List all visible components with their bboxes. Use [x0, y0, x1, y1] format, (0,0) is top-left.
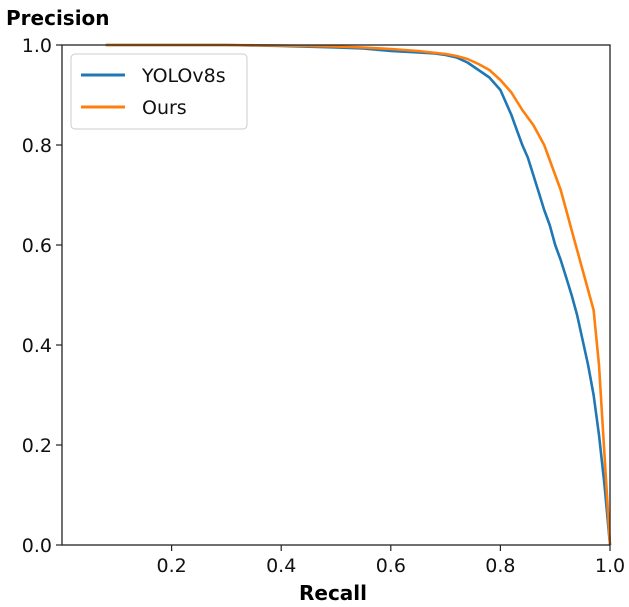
plot-frame: [61, 44, 611, 546]
x-tick-label: 1.0: [595, 555, 625, 577]
x-tick-label: 0.4: [266, 555, 296, 577]
legend-label-ours: Ours: [142, 97, 187, 119]
y-tick-label: 0.4: [22, 335, 52, 357]
legend-box: [70, 53, 248, 130]
series-line-yolov8s: [105, 43, 612, 546]
x-tick-label: 0.8: [485, 555, 515, 577]
y-axis-title: Precision: [6, 6, 110, 30]
x-axis-ticks: 0.2 0.4 0.6 0.8 1.0: [156, 545, 625, 577]
series-line-ours: [105, 43, 612, 546]
y-tick-label: 1.0: [22, 35, 52, 57]
x-axis-title: Recall: [299, 581, 367, 605]
series-layer: [105, 43, 612, 546]
legend: YOLOv8s Ours: [70, 53, 248, 130]
y-tick-label: 0.6: [22, 235, 52, 257]
y-axis-ticks: 0.0 0.2 0.4 0.6 0.8 1.0: [22, 35, 62, 557]
y-tick-label: 0.0: [22, 535, 52, 557]
legend-label-yolov8s: YOLOv8s: [141, 65, 226, 87]
x-tick-label: 0.6: [376, 555, 406, 577]
y-tick-label: 0.2: [22, 435, 52, 457]
x-tick-label: 0.2: [156, 555, 186, 577]
y-tick-label: 0.8: [22, 135, 52, 157]
